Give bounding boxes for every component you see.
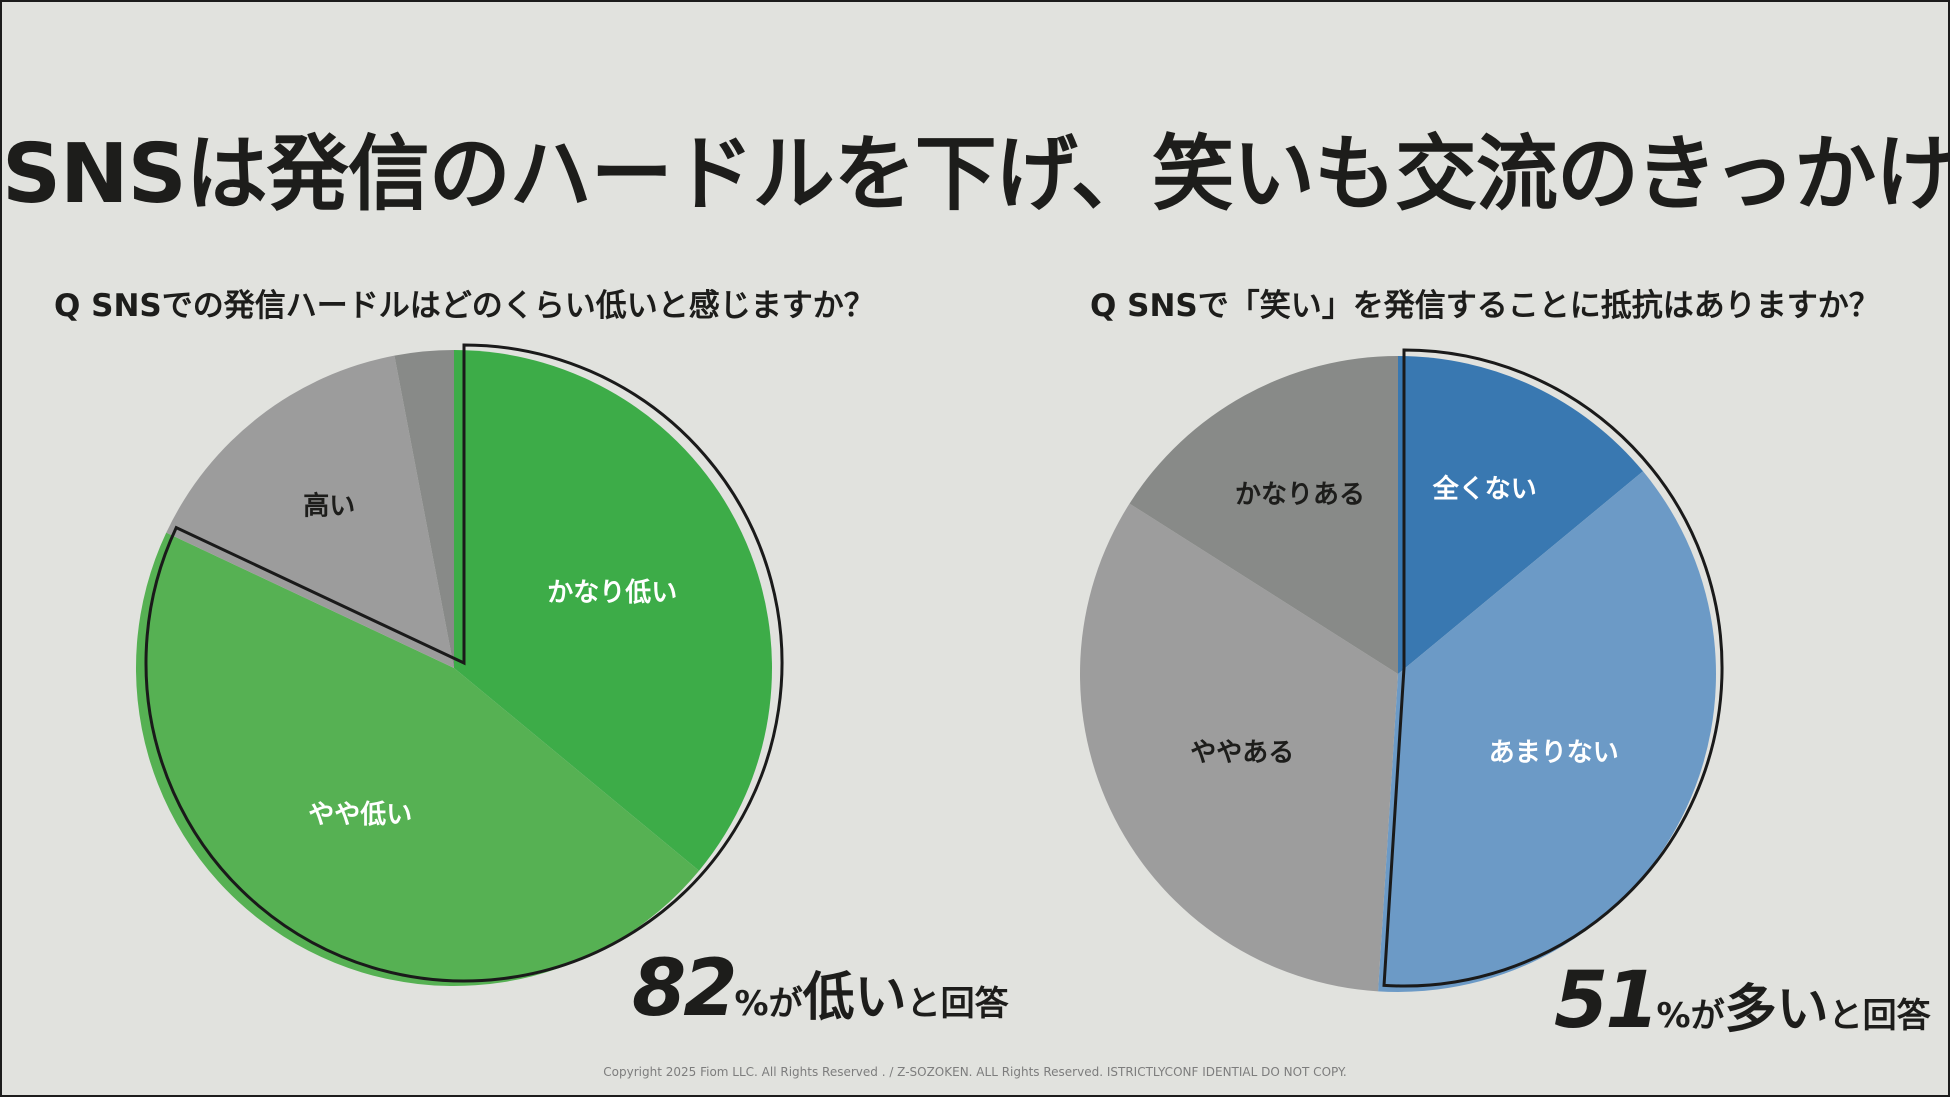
pie-slice-left-1	[135, 532, 700, 987]
pie-label-left-2: 高い	[303, 491, 355, 522]
pie-label-right-2: ややある	[1190, 738, 1294, 768]
callout-number-left: 82	[632, 944, 738, 1034]
question-text-left: SNSでの発信ハードルはどのくらい低いと感じますか？	[91, 288, 875, 324]
copyright-notice: Copyright 2025 Fiom LLC. All Rights Rese…	[603, 1065, 1347, 1079]
callout-suffix-left: と回答	[906, 984, 1009, 1024]
question-prefix-right: Q	[1090, 288, 1117, 324]
pie-label-right-3: かなりある	[1235, 480, 1365, 510]
question-right: Q SNSで「笑い」を発信することに抵抗はありますか？	[1090, 280, 1880, 325]
question-text-right: SNSで「笑い」を発信することに抵抗はありますか？	[1127, 288, 1880, 324]
pie-slice-left-3	[394, 350, 454, 668]
callout-right: 51%が多いと回答	[1554, 962, 1931, 1040]
question-left: Q SNSでの発信ハードルはどのくらい低いと感じますか？	[54, 280, 875, 325]
pie-highlight-outline-right	[1382, 348, 1724, 988]
pie-label-left-0: かなり低い	[547, 578, 677, 608]
pie-label-right-0: 全くない	[1432, 473, 1537, 504]
pie-highlight-outline-left	[144, 343, 784, 983]
callout-word-right: 多い	[1724, 980, 1829, 1040]
pie-slice-left-0	[454, 350, 772, 871]
pie-slice-right-1	[1378, 471, 1716, 992]
pie-slice-right-3	[1129, 356, 1398, 674]
callout-particle-right: が	[1690, 996, 1725, 1036]
callout-percent-left: %	[734, 984, 769, 1024]
callout-left: 82%が低いと回答	[632, 950, 1009, 1028]
pie-slice-left-2	[166, 355, 454, 668]
slide-title: SNSは発信のハードルを下げ、笑いも交流のきっかけに	[2, 127, 1948, 222]
pie-slice-right-2	[1079, 503, 1398, 992]
question-prefix-left: Q	[54, 288, 81, 324]
pie-label-right-1: あまりない	[1489, 738, 1619, 768]
callout-number-right: 51	[1554, 956, 1660, 1046]
callout-word-left: 低い	[802, 968, 907, 1028]
callout-percent-right: %	[1656, 996, 1691, 1036]
pie-label-left-1: やや低い	[308, 800, 412, 830]
callout-suffix-right: と回答	[1828, 996, 1931, 1036]
callout-particle-left: が	[768, 984, 803, 1024]
pie-slice-right-0	[1398, 356, 1644, 674]
